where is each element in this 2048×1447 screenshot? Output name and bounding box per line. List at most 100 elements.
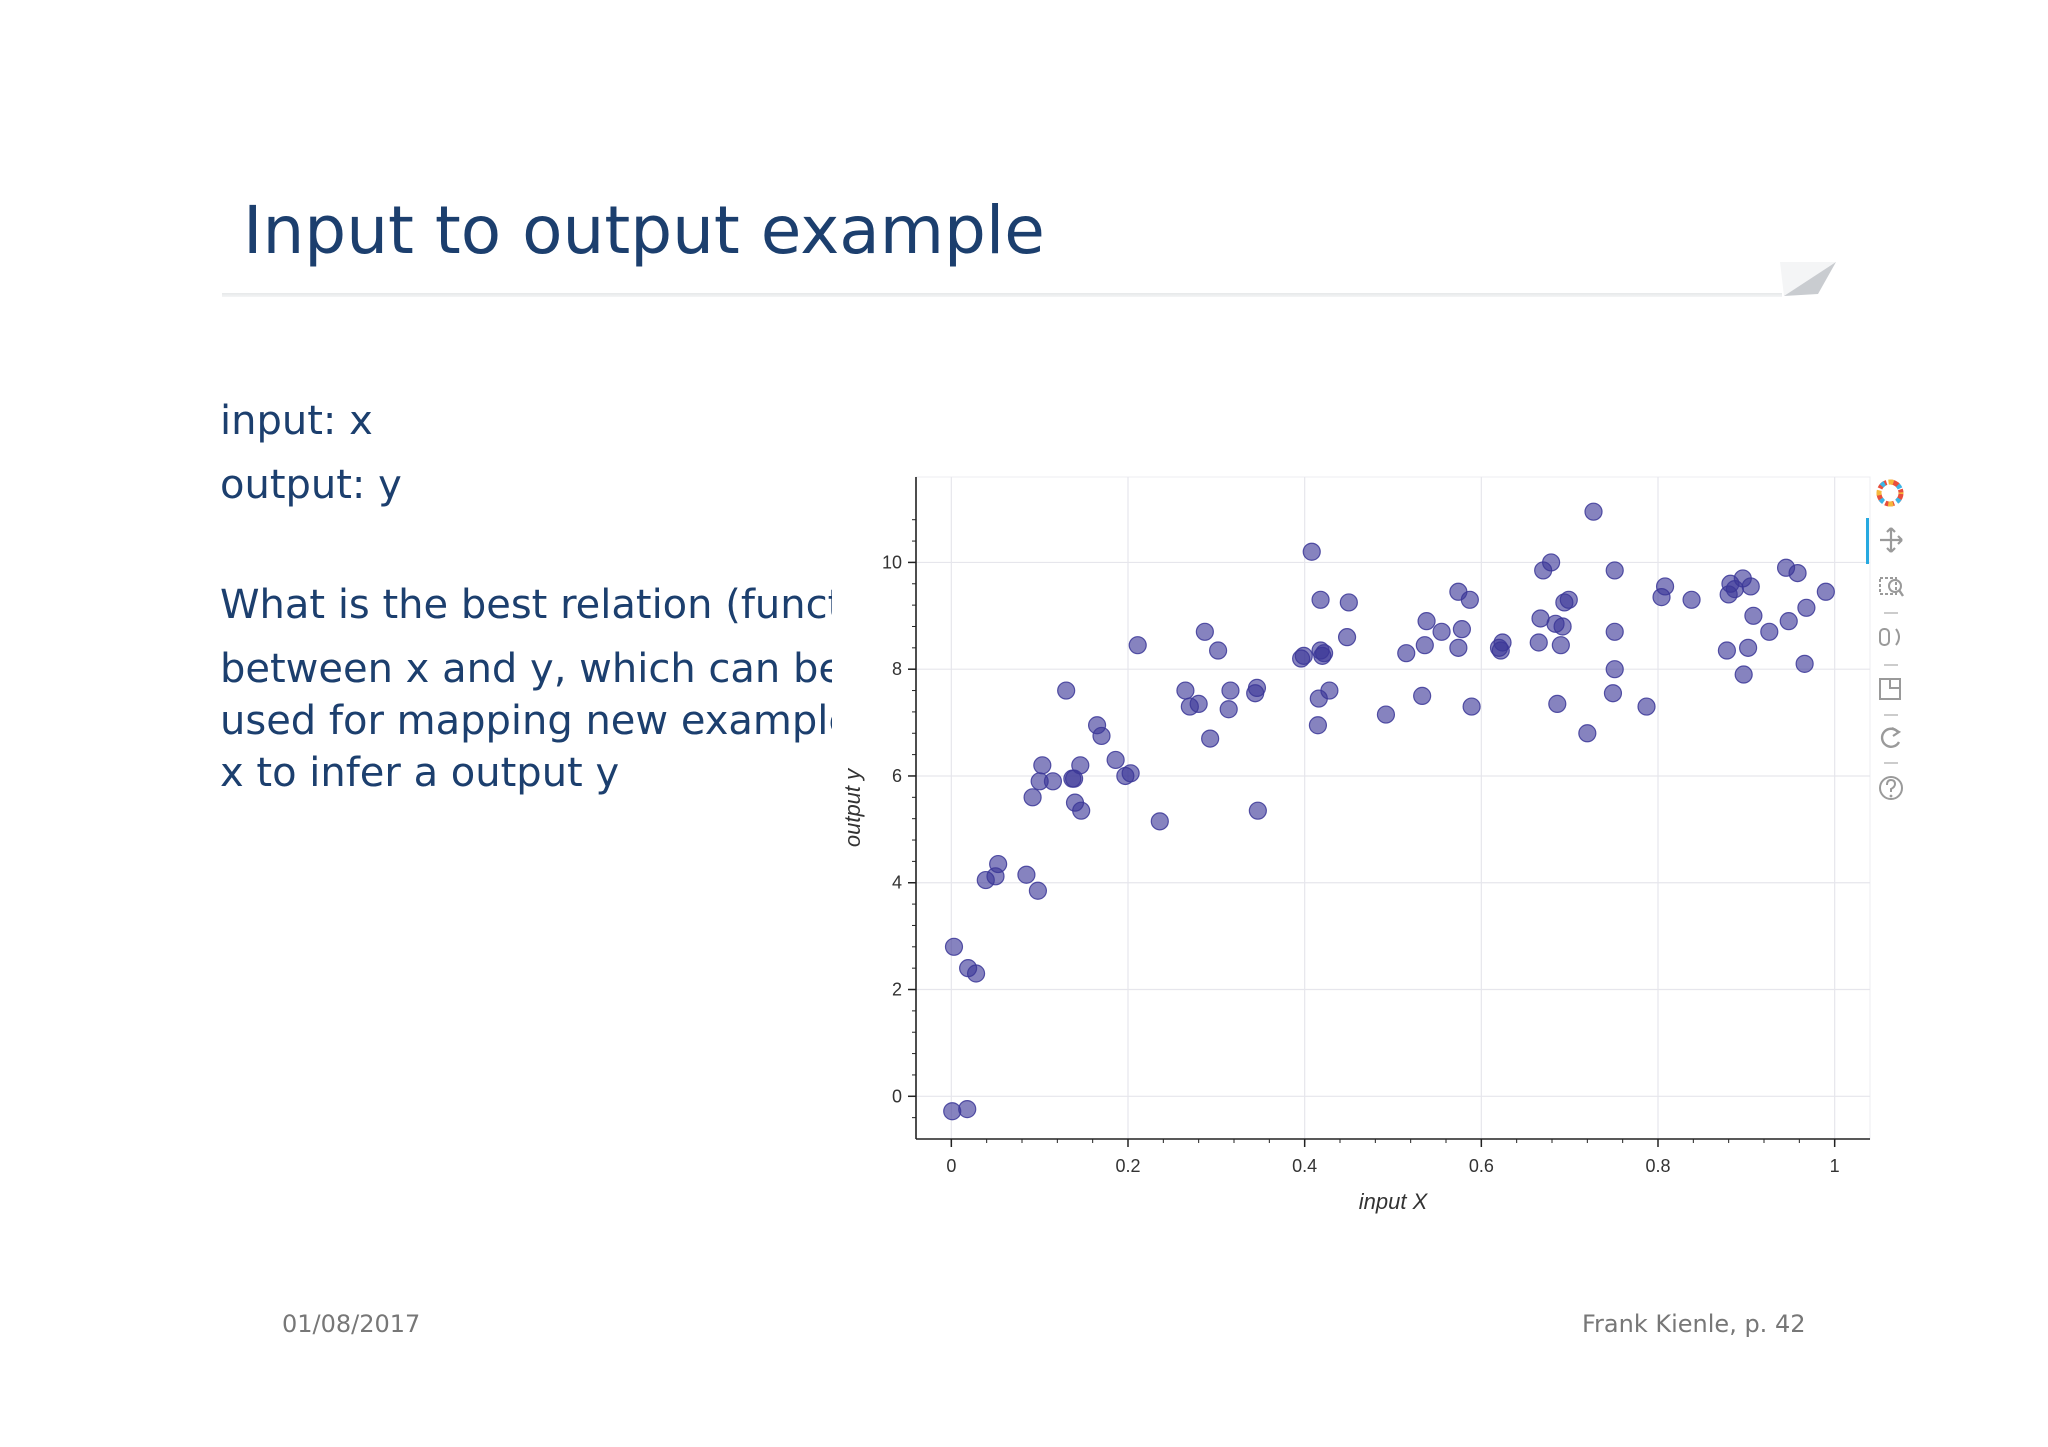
data-point — [1043, 772, 1063, 791]
data-point — [1744, 606, 1763, 625]
data-point — [1548, 694, 1567, 713]
data-point — [1337, 628, 1357, 647]
data-point — [1201, 729, 1220, 748]
data-point — [1816, 582, 1835, 601]
data-point — [1578, 724, 1597, 743]
x-tick-label: 0 — [946, 1156, 956, 1176]
data-point — [1788, 563, 1807, 583]
data-point — [1415, 636, 1434, 655]
x-tick-label: 0.8 — [1645, 1156, 1670, 1176]
data-point — [1529, 633, 1548, 652]
data-point — [1795, 654, 1814, 673]
data-point — [1311, 590, 1330, 609]
y-tick-label: 10 — [882, 552, 902, 572]
active-tool-indicator — [1866, 518, 1869, 564]
question-line-3: used for mapping new examples — [220, 698, 832, 744]
data-point — [1460, 590, 1479, 609]
x-tick-label: 0.2 — [1115, 1156, 1140, 1176]
data-point — [1779, 612, 1798, 631]
data-point — [1432, 622, 1451, 641]
data-point — [1072, 801, 1091, 820]
data-point — [1017, 865, 1036, 884]
data-point — [1760, 622, 1779, 641]
x-tick-label: 1 — [1830, 1156, 1840, 1176]
data-point — [1176, 681, 1195, 700]
data-point — [1637, 697, 1656, 716]
help-icon[interactable] — [1878, 774, 1904, 802]
data-point — [1551, 636, 1570, 655]
save-icon[interactable] — [1878, 676, 1904, 704]
data-point — [1603, 684, 1623, 703]
data-point — [1413, 686, 1432, 705]
output-label: output: y — [220, 462, 402, 508]
data-point — [1315, 644, 1334, 663]
plot-toolbar — [1866, 470, 1906, 810]
data-point — [1717, 641, 1737, 660]
page-curl-decoration — [1780, 262, 1836, 296]
data-point — [1493, 633, 1512, 652]
data-point — [1033, 756, 1052, 775]
data-point — [1150, 812, 1169, 831]
data-point — [1449, 638, 1468, 657]
chart-points — [943, 502, 1835, 1121]
question-text: What is the best relation (functio betwe… — [220, 582, 832, 822]
slide-title: Input to output example — [243, 192, 1045, 269]
data-point — [1121, 764, 1140, 783]
data-point — [1221, 681, 1240, 700]
data-point — [1584, 502, 1603, 521]
y-tick-label: 4 — [892, 873, 902, 893]
data-point — [958, 1100, 977, 1119]
data-point — [1559, 590, 1578, 609]
x-axis-label: input X — [1359, 1189, 1429, 1214]
input-label: input: x — [220, 398, 373, 444]
question-line-4: x to infer a output y — [220, 750, 620, 796]
y-tick-label: 2 — [892, 980, 902, 1000]
data-point — [966, 964, 986, 983]
data-point — [1605, 622, 1624, 641]
y-tick-label: 8 — [892, 659, 902, 679]
data-point — [989, 854, 1008, 874]
data-point — [1302, 542, 1321, 561]
data-point — [1734, 665, 1753, 684]
reset-icon[interactable] — [1878, 724, 1904, 752]
data-point — [1219, 700, 1238, 719]
question-line-1: What is the best relation (functio — [220, 582, 832, 628]
y-tick-label: 0 — [892, 1086, 902, 1106]
data-point — [1195, 622, 1214, 641]
data-point — [1655, 577, 1675, 596]
data-point — [1320, 681, 1339, 700]
box-zoom-icon[interactable] — [1878, 574, 1904, 602]
data-point — [1248, 801, 1267, 820]
data-point — [1682, 590, 1701, 609]
data-point — [1542, 553, 1561, 572]
pan-icon[interactable] — [1878, 526, 1904, 554]
data-point — [1738, 638, 1758, 657]
data-point — [1189, 694, 1208, 713]
data-point — [1128, 636, 1147, 655]
footer-author-page: Frank Kienle, p. 42 — [1582, 1310, 1806, 1338]
data-point — [1605, 660, 1624, 679]
data-point — [1553, 617, 1572, 636]
data-point — [1209, 641, 1228, 660]
data-point — [1057, 681, 1076, 700]
data-point — [1797, 598, 1816, 617]
bokeh-logo-icon[interactable] — [1876, 478, 1904, 508]
data-point — [1462, 697, 1481, 716]
footer-date: 01/08/2017 — [282, 1310, 421, 1338]
data-point — [1339, 593, 1358, 612]
x-tick-label: 0.6 — [1469, 1156, 1494, 1176]
data-point — [1247, 678, 1267, 697]
data-point — [1106, 750, 1125, 770]
data-point — [1376, 705, 1396, 724]
data-point — [1741, 577, 1760, 596]
y-axis-label: output y — [840, 767, 865, 847]
data-point — [1023, 788, 1042, 807]
wheel-zoom-icon[interactable] — [1878, 624, 1904, 652]
data-point — [1452, 620, 1472, 639]
data-point — [944, 937, 964, 956]
x-tick-label: 0.4 — [1292, 1156, 1317, 1176]
data-point — [1605, 561, 1624, 580]
data-point — [1028, 881, 1047, 900]
data-point — [1294, 646, 1313, 665]
